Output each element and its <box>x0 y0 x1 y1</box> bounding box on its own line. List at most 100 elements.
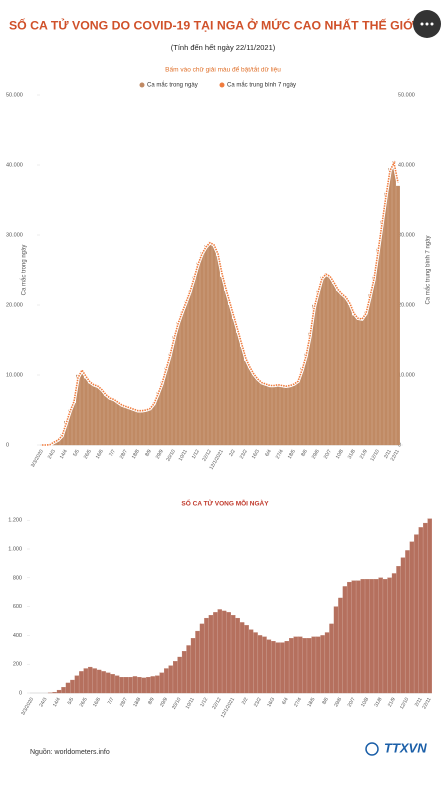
bar <box>104 395 108 446</box>
x-tick-label: 8/9 <box>144 448 153 457</box>
bar <box>336 290 340 446</box>
bar <box>181 651 187 694</box>
x-tick-label: 7/7 <box>108 448 117 457</box>
bar <box>220 276 224 446</box>
bar <box>356 580 361 694</box>
bar <box>155 675 160 694</box>
bar <box>298 636 303 694</box>
bar <box>329 623 334 694</box>
bar <box>324 273 328 446</box>
bar <box>268 385 272 446</box>
y2-tick-label: 40.000 <box>398 162 415 168</box>
bar <box>208 241 212 446</box>
y-tick-label: 30.000 <box>6 232 23 238</box>
bar <box>338 597 343 694</box>
x-tick-label: 20/10 <box>165 448 177 462</box>
x-tick-label: 21/9 <box>387 696 397 708</box>
bar <box>248 629 254 694</box>
bar <box>414 534 419 694</box>
x-tick-label: 20/7 <box>323 448 333 460</box>
bar <box>236 332 240 446</box>
x-tick-label: 20/10 <box>171 696 183 710</box>
x-tick-label: 10/8 <box>360 696 370 708</box>
bar <box>360 579 365 694</box>
bar <box>108 398 112 446</box>
bar <box>324 632 330 694</box>
x-tick-label: 12/10 <box>399 696 411 710</box>
bar <box>280 642 285 694</box>
legend-label[interactable]: Ca mắc trong ngày <box>147 82 198 89</box>
y-tick-label: 1.000 <box>8 546 22 552</box>
bar <box>173 661 178 694</box>
bar <box>176 322 180 446</box>
bar <box>384 192 388 446</box>
bar <box>288 385 292 446</box>
bar <box>168 353 172 446</box>
bar <box>391 573 397 694</box>
bar <box>79 671 84 694</box>
bar <box>172 336 176 446</box>
source: Nguồn: worldometers.info <box>30 747 110 756</box>
bar <box>208 615 214 694</box>
bar <box>405 550 410 694</box>
bar <box>409 541 415 694</box>
bar <box>168 665 173 694</box>
bar <box>315 636 321 694</box>
bar <box>276 384 280 446</box>
bar <box>200 252 204 446</box>
bar <box>396 185 400 446</box>
bar <box>204 245 208 446</box>
x-tick-label: 3/3/2020 <box>30 448 45 468</box>
bar <box>188 290 192 446</box>
bar <box>124 407 128 446</box>
x-tick-label: 16/3 <box>266 696 276 708</box>
line <box>42 160 399 446</box>
bar <box>213 612 218 694</box>
bar <box>418 527 423 694</box>
legend-label[interactable]: Ca mắc trung bình 7 ngày <box>227 82 296 89</box>
bar <box>257 635 263 694</box>
bar <box>137 677 142 694</box>
y2-tick-label: 50.000 <box>398 92 415 98</box>
y2-axis-label: Ca mắc trung bình 7 ngày <box>425 235 432 304</box>
menu-dot <box>430 22 434 26</box>
bar <box>360 318 364 446</box>
x-tick-label: 29/6 <box>311 448 321 460</box>
x-tick-label: 14/4 <box>59 448 69 460</box>
legend-swatch <box>139 82 145 88</box>
bar <box>262 636 267 694</box>
bar <box>364 311 368 446</box>
bar <box>136 411 140 446</box>
x-tick-label: 22/12 <box>201 448 213 462</box>
menu-dot <box>420 22 424 26</box>
bar <box>382 579 388 694</box>
bar <box>128 677 133 694</box>
bar <box>284 386 288 446</box>
bar <box>244 360 248 446</box>
bar <box>376 248 380 446</box>
y-tick-label: 0 <box>19 690 22 696</box>
bar <box>88 666 93 694</box>
x-tick-label: 2/11 <box>383 448 393 459</box>
bar <box>184 301 188 446</box>
x-tick-label: 22/12 <box>211 696 223 710</box>
bar <box>56 689 62 694</box>
bar <box>380 220 384 446</box>
bar <box>74 675 80 694</box>
x-tick-label: 29/9 <box>159 696 169 708</box>
x-tick-label: 5/5 <box>67 696 76 705</box>
note: Bấm vào chữ giải màu để bật/tắt dữ liệu <box>165 65 281 74</box>
bar <box>195 630 200 694</box>
bar <box>320 635 325 694</box>
bar <box>368 294 372 446</box>
bar <box>222 610 227 694</box>
bar <box>199 623 205 694</box>
bar <box>228 304 232 446</box>
x-tick-label: 12/10 <box>369 448 381 462</box>
bar <box>83 668 88 694</box>
bar <box>159 672 164 694</box>
bar <box>224 290 228 446</box>
x-tick-label: 5/5 <box>72 448 81 457</box>
x-tick-label: 2/2 <box>241 696 250 705</box>
